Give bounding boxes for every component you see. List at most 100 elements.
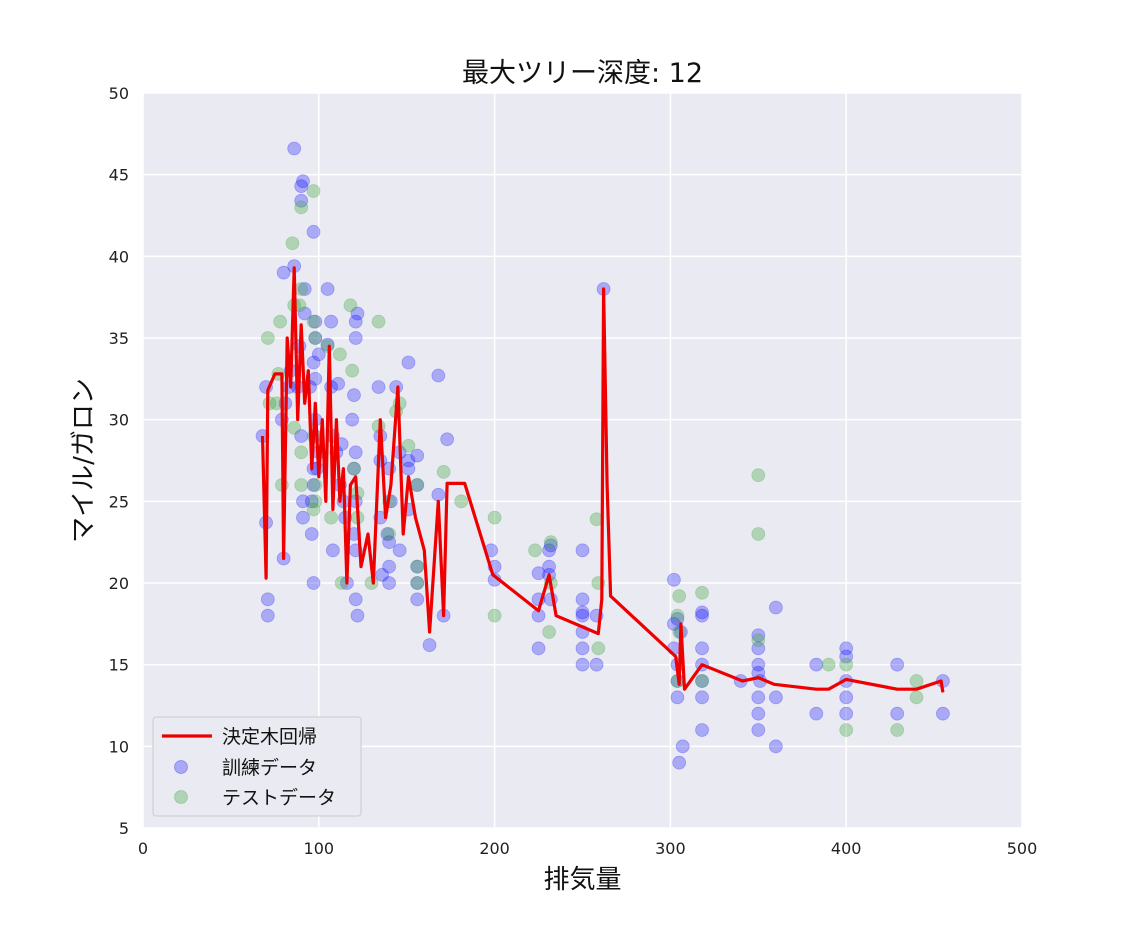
train-point: [695, 690, 709, 705]
test-point: [695, 585, 709, 600]
train-point: [839, 641, 854, 656]
train-point: [751, 628, 766, 643]
y-axis-title: マイル/ガロン: [69, 378, 99, 543]
test-point: [542, 625, 556, 639]
train-point: [348, 331, 363, 345]
test-point: [591, 641, 606, 656]
train-point: [670, 690, 685, 705]
tick-labels: 0 100 200 300 400 500 5 10 15 20 25 30 35 40 45 50: [109, 84, 1038, 858]
legend-swatch-test: [174, 790, 188, 804]
legend-swatch-train: [174, 760, 188, 774]
train-point: [531, 641, 546, 656]
train-point: [890, 706, 905, 721]
data-marks: [255, 141, 950, 770]
train-point: [440, 432, 455, 447]
train-point: [542, 559, 556, 574]
train-point: [670, 612, 685, 626]
y-tick-label: 35: [109, 329, 129, 348]
train-point: [751, 690, 766, 705]
train-point: [325, 543, 340, 558]
train-point: [297, 282, 312, 296]
train-point: [768, 739, 783, 754]
train-point: [935, 706, 950, 721]
train-point: [304, 527, 319, 541]
x-tick-label: 200: [479, 839, 510, 858]
train-point: [306, 478, 321, 492]
train-point: [422, 638, 437, 652]
legend-label-test-data: テストデータ: [222, 787, 336, 809]
test-point: [454, 494, 469, 509]
train-point: [839, 649, 854, 664]
train-point: [531, 566, 546, 581]
legend-box: [152, 716, 362, 817]
test-point: [410, 576, 425, 590]
train-point: [294, 193, 309, 208]
train-point: [304, 494, 319, 509]
test-point: [285, 236, 300, 251]
test-point: [308, 331, 323, 345]
train-point: [667, 572, 681, 587]
train-point: [324, 314, 339, 329]
train-point: [768, 690, 783, 705]
test-point: [294, 282, 309, 296]
train-point: [543, 538, 558, 553]
train-point: [331, 376, 346, 391]
y-tick-label: 40: [109, 247, 129, 266]
test-point: [890, 723, 905, 737]
train-point: [672, 755, 687, 770]
test-point: [273, 314, 288, 329]
train-point: [308, 371, 323, 386]
train-point: [348, 445, 363, 460]
legend-label-tree-regression: 決定木回帰: [222, 726, 317, 748]
train-point: [839, 690, 854, 705]
test-point: [695, 674, 709, 688]
test-point: [320, 339, 335, 354]
train-point: [294, 429, 309, 443]
x-tick-label: 400: [831, 839, 862, 858]
train-point: [410, 448, 425, 463]
chart-title: 最大ツリー深度: 12: [462, 58, 703, 89]
train-point: [276, 265, 291, 280]
y-tick-label: 25: [109, 492, 129, 511]
train-point: [401, 355, 416, 370]
train-point: [392, 543, 407, 558]
train-point: [308, 331, 323, 345]
legend-label-train-data: 訓練データ: [222, 757, 317, 779]
test-point: [543, 535, 558, 550]
train-point: [410, 559, 425, 574]
x-axis-title: 排気量: [543, 865, 621, 895]
test-point: [294, 478, 309, 492]
test-point: [347, 461, 361, 476]
test-point: [332, 347, 347, 362]
x-tick-label: 0: [138, 839, 148, 858]
train-point: [695, 605, 709, 620]
test-point: [410, 559, 425, 574]
train-point: [348, 314, 363, 329]
train-point: [431, 368, 446, 383]
test-point: [839, 657, 854, 672]
test-point: [345, 363, 360, 378]
train-point: [306, 224, 321, 239]
y-tick-label: 15: [109, 656, 129, 675]
test-point: [306, 314, 321, 329]
train-point: [347, 461, 361, 476]
train-point: [311, 347, 326, 362]
train-point: [768, 600, 783, 615]
x-tick-label: 300: [655, 839, 686, 858]
train-point: [839, 706, 854, 721]
train-point: [575, 657, 590, 672]
train-point: [382, 576, 397, 590]
train-point: [410, 592, 425, 607]
train-point: [345, 412, 360, 427]
train-point: [350, 306, 365, 321]
test-point: [672, 589, 687, 603]
train-point: [675, 739, 690, 754]
train-point: [751, 723, 766, 737]
train-point: [375, 567, 389, 582]
train-point: [695, 723, 709, 737]
test-point: [401, 438, 416, 453]
y-tick-label: 10: [109, 737, 129, 756]
test-point: [294, 445, 309, 460]
train-point: [575, 543, 590, 558]
